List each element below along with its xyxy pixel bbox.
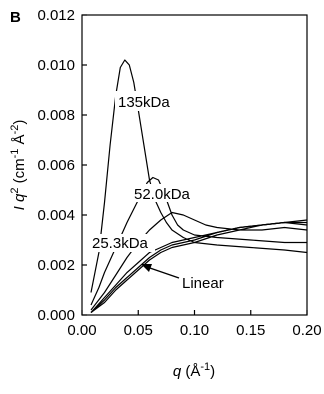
annotation-bg-25: [89, 234, 155, 252]
x-label-unit-close: ): [210, 363, 215, 380]
y-tick-label: 0.006: [37, 157, 75, 174]
x-tick-label: 0.15: [236, 322, 265, 339]
y-axis-label: I q2 (cm-1 Å-2): [9, 120, 28, 211]
annotation-bg-135: [115, 91, 175, 111]
x-label-exp: -1: [200, 361, 210, 373]
y-label-q-exp: 2: [9, 188, 21, 194]
series-line-5: [90, 219, 308, 313]
annotation-52kda: 52.0kDa: [134, 186, 191, 203]
x-label-unit-open: (Å: [181, 363, 200, 380]
annotation-25kda: 25.3kDa: [92, 235, 149, 252]
x-tick-label: 0.05: [124, 322, 153, 339]
linear-arrow-head: [141, 264, 152, 272]
series-line-3: [90, 211, 308, 311]
panel-label: B: [10, 9, 21, 26]
x-tick-label: 0.20: [292, 322, 321, 339]
annotation-bg-52: [131, 184, 185, 202]
y-label-exp2: -2: [9, 125, 21, 135]
x-axis-label: q (Å-1): [173, 361, 215, 380]
y-tick-label: 0.012: [37, 7, 75, 24]
y-label-q: q: [11, 193, 28, 206]
plot-frame: [81, 14, 308, 316]
x-label-symbol: q: [173, 363, 182, 380]
y-label-mid: Å: [11, 134, 28, 148]
y-tick-label: 0.004: [37, 207, 75, 224]
y-label-unit-close: ): [11, 120, 28, 125]
x-tick-label: 0.00: [67, 322, 96, 339]
x-tick-label: 0.10: [180, 322, 209, 339]
y-tick-label: 0.000: [37, 307, 75, 324]
series-line-1: [90, 59, 308, 293]
y-label-unit-open: (cm: [11, 158, 28, 187]
x-axis: 0.00 0.05 0.10 0.15 0.20: [67, 310, 322, 339]
y-tick-label: 0.002: [37, 257, 75, 274]
linear-arrow-line: [146, 266, 180, 279]
y-label-i: I: [11, 206, 28, 210]
series-line-6: [90, 221, 308, 313]
y-axis: 0.000 0.002 0.004 0.006 0.008 0.010 0.012: [37, 7, 87, 324]
annotation-linear: Linear: [182, 275, 224, 292]
y-tick-label: 0.010: [37, 57, 75, 74]
annotation-135kda: 135kDa: [118, 94, 170, 111]
y-tick-label: 0.008: [37, 107, 75, 124]
y-label-exp1: -1: [9, 149, 21, 159]
